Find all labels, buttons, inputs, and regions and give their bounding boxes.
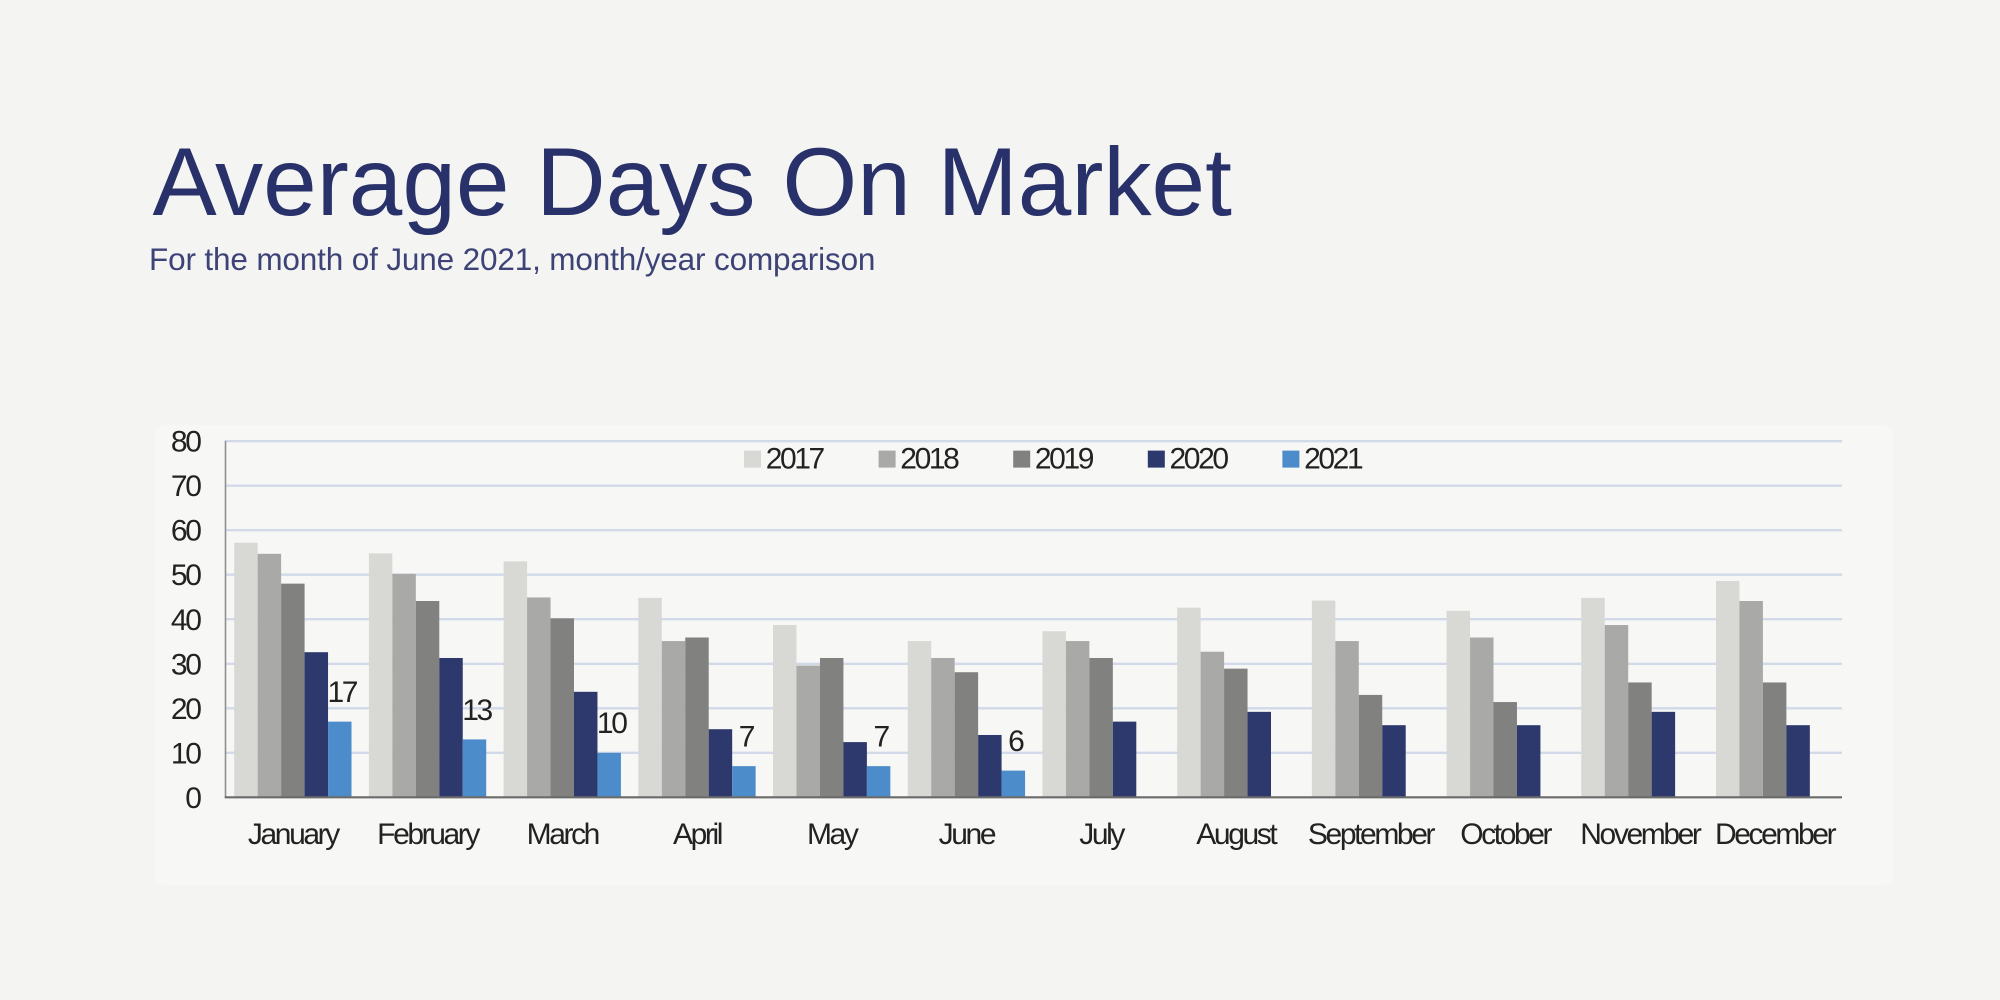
svg-text:May: May [807,818,859,851]
svg-text:80: 80 [171,426,201,459]
svg-text:January: January [248,818,340,851]
svg-text:June: June [939,818,996,851]
svg-text:2017: 2017 [766,442,825,475]
svg-text:13: 13 [462,694,492,727]
svg-text:50: 50 [171,559,201,592]
svg-text:7: 7 [873,721,889,754]
svg-text:40: 40 [171,604,201,637]
svg-text:April: April [673,818,722,851]
svg-text:20: 20 [171,693,201,726]
svg-text:70: 70 [171,470,201,503]
svg-text:September: September [1308,818,1436,851]
svg-text:6: 6 [1008,725,1024,758]
svg-text:7: 7 [739,721,755,754]
svg-text:2021: 2021 [1304,442,1363,475]
svg-text:2020: 2020 [1170,442,1229,475]
svg-text:November: November [1580,818,1702,851]
svg-text:July: July [1079,818,1125,851]
svg-text:0: 0 [185,782,201,815]
svg-text:February: February [377,818,480,851]
svg-text:30: 30 [171,648,201,681]
svg-text:17: 17 [328,676,358,709]
svg-text:2018: 2018 [900,442,959,475]
svg-text:December: December [1715,818,1837,851]
svg-text:10: 10 [171,737,201,770]
svg-text:10: 10 [597,707,627,740]
svg-text:60: 60 [171,515,201,548]
svg-text:2019: 2019 [1035,442,1094,475]
svg-text:March: March [527,818,599,851]
svg-text:August: August [1196,818,1278,851]
svg-text:October: October [1460,818,1552,851]
